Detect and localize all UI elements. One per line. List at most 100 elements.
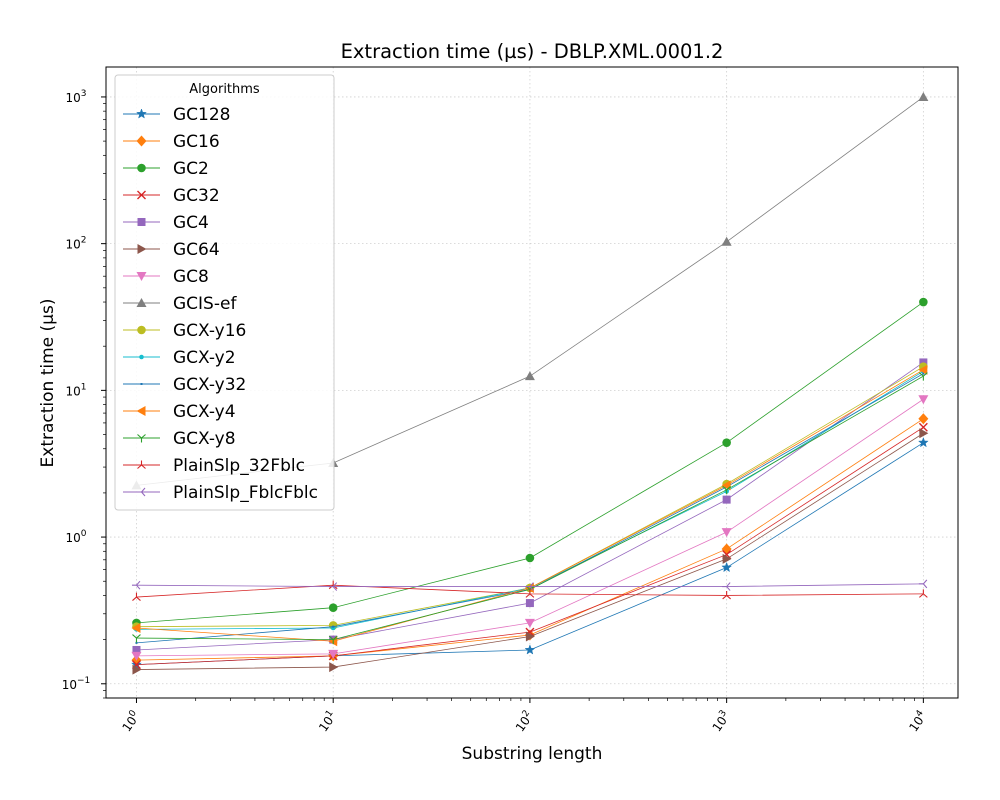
data-point [332, 625, 335, 628]
data-point [328, 603, 338, 613]
legend-item: GCX-y4 [123, 402, 236, 422]
legend-label: GC8 [173, 267, 209, 287]
legend-marker [137, 163, 146, 173]
data-point [922, 372, 925, 375]
plot-area-frame [105, 66, 959, 699]
legend-label: GC2 [173, 159, 209, 179]
data-point [722, 590, 731, 600]
data-point [131, 623, 141, 634]
data-point [524, 371, 535, 381]
data-point [919, 297, 928, 307]
legend-item: GCX-y32 [123, 375, 246, 395]
data-point [918, 413, 929, 425]
legend-marker [137, 487, 146, 497]
data-point [132, 592, 141, 601]
legend-label: GC32 [173, 186, 220, 206]
x-axis-label: Substring length [462, 744, 603, 764]
legend-marker [137, 460, 146, 469]
data-point [918, 364, 928, 375]
legend-item: GC8 [123, 267, 209, 287]
legend-item: GCX-y8 [123, 429, 236, 449]
data-point [918, 91, 929, 101]
data-point [328, 649, 339, 659]
data-point [329, 662, 339, 673]
series-plainslp-fblcfblc [131, 579, 928, 591]
data-point [524, 582, 534, 593]
data-point [917, 436, 929, 448]
legend-marker [137, 434, 146, 443]
legend-label: GCX-y8 [173, 429, 236, 449]
legend-marker [136, 108, 147, 119]
legend-item: GC16 [123, 132, 220, 152]
legend-marker [137, 244, 147, 254]
legend-label: GC128 [173, 105, 231, 125]
legend-marker [137, 190, 146, 200]
legend-marker [136, 298, 147, 307]
series-plainslp-32fblc [132, 580, 928, 601]
legend-label: GC4 [173, 213, 209, 233]
legend-item: PlainSlp_32Fblc [123, 456, 305, 476]
data-point [722, 495, 731, 504]
data-point [918, 589, 928, 598]
data-point [722, 438, 731, 447]
data-point [919, 428, 929, 439]
legend-marker [137, 325, 146, 335]
legend-item: GCIS-ef [123, 294, 237, 314]
legend-item: GC2 [123, 159, 209, 179]
legend-label: GCX-y4 [173, 402, 236, 422]
series-gc64 [132, 428, 929, 675]
data-point [132, 664, 142, 675]
legend-label: GC16 [173, 132, 220, 152]
data-point [132, 634, 141, 643]
y-axis-label: Extraction time (µs) [38, 299, 58, 468]
data-point [132, 645, 141, 654]
data-point [131, 580, 141, 590]
data-point [525, 589, 535, 598]
data-point [721, 236, 732, 246]
data-point [524, 618, 535, 628]
legend-marker [136, 272, 147, 281]
legend-title: Algorithms [189, 82, 260, 97]
legend-item: PlainSlp_FblcFblc [123, 483, 318, 503]
data-point [918, 579, 928, 589]
legend-marker [140, 383, 143, 385]
data-point [135, 641, 138, 644]
series-gc8 [131, 395, 929, 661]
data-point [328, 635, 338, 645]
data-point [525, 553, 535, 563]
legend-label: GCX-y16 [173, 321, 246, 341]
legend-item: GC32 [123, 186, 220, 206]
legend-item: GC64 [123, 240, 220, 260]
series-layer [131, 91, 929, 675]
data-point [918, 395, 929, 405]
legend-label: GCX-y2 [173, 348, 236, 368]
legend-item: GCX-y2 [123, 348, 236, 368]
legend-label: GCIS-ef [173, 294, 237, 314]
data-point [328, 582, 338, 591]
chart-title: Extraction time (µs) - DBLP.XML.0001.2 [341, 40, 724, 63]
legend: Algorithms GC128 GC16 GC2 GC32 GC4 GC64 GC8 GCIS… [114, 74, 335, 511]
legend-label: GC64 [173, 240, 220, 260]
data-point [721, 528, 732, 538]
data-point [524, 644, 536, 655]
data-point [722, 553, 732, 564]
series-gcx-y8 [132, 372, 928, 645]
legend-item: GC128 [123, 105, 231, 125]
legend-box [114, 74, 335, 511]
data-point [525, 599, 534, 608]
data-point [525, 582, 534, 591]
data-point [721, 561, 733, 573]
data-point [918, 372, 928, 381]
data-point [131, 651, 142, 661]
legend-label: PlainSlp_32Fblc [173, 456, 305, 476]
legend-item: GCX-y16 [123, 321, 246, 341]
legend-marker [137, 218, 146, 226]
legend-label: PlainSlp_FblcFblc [173, 483, 318, 503]
legend-label: GCX-y32 [173, 375, 246, 395]
legend-marker [139, 354, 144, 360]
legend-marker [136, 135, 147, 147]
data-point [525, 631, 535, 642]
data-point [722, 582, 731, 591]
legend-item: GC4 [123, 213, 209, 233]
